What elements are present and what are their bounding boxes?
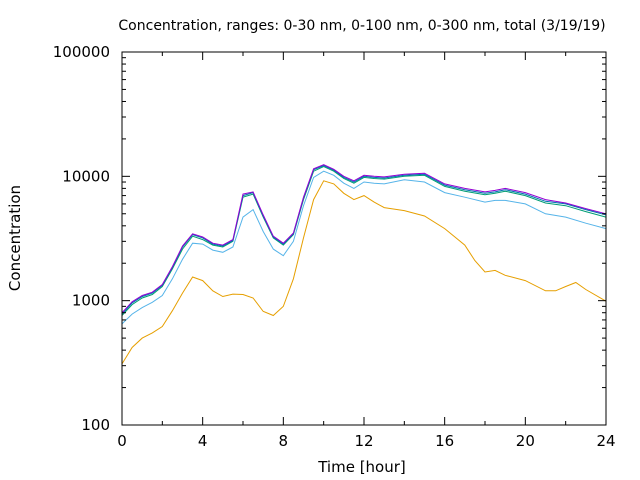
y-tick-label: 100000 [53, 43, 110, 61]
plot-frame [121, 51, 607, 426]
x-tick-label: 20 [516, 432, 535, 450]
y-tick-label: 1000 [72, 292, 110, 310]
y-tick-label: 100 [81, 416, 110, 434]
y-tick-label: 10000 [62, 167, 110, 185]
series-line-3 [121, 165, 607, 316]
x-tick-label: 0 [117, 432, 127, 450]
x-tick-label: 8 [279, 432, 289, 450]
x-tick-label: 12 [354, 432, 373, 450]
ticks-layer: 0 4 8 12 16 20 24 100 1000 10000 100000 [53, 43, 616, 450]
x-tick-label: 4 [198, 432, 208, 450]
series-line-5 [121, 164, 607, 314]
x-tick-label: 24 [596, 432, 615, 450]
series-layer [121, 164, 607, 365]
x-axis-label: Time [hour] [317, 458, 406, 476]
series-line-4 [121, 165, 607, 315]
x-tick-label: 16 [435, 432, 454, 450]
series-line-1 [121, 180, 607, 365]
y-axis-label: Concentration [6, 185, 24, 291]
chart-title: Concentration, ranges: 0-30 nm, 0-100 nm… [118, 18, 605, 34]
series-line-2 [121, 170, 607, 325]
